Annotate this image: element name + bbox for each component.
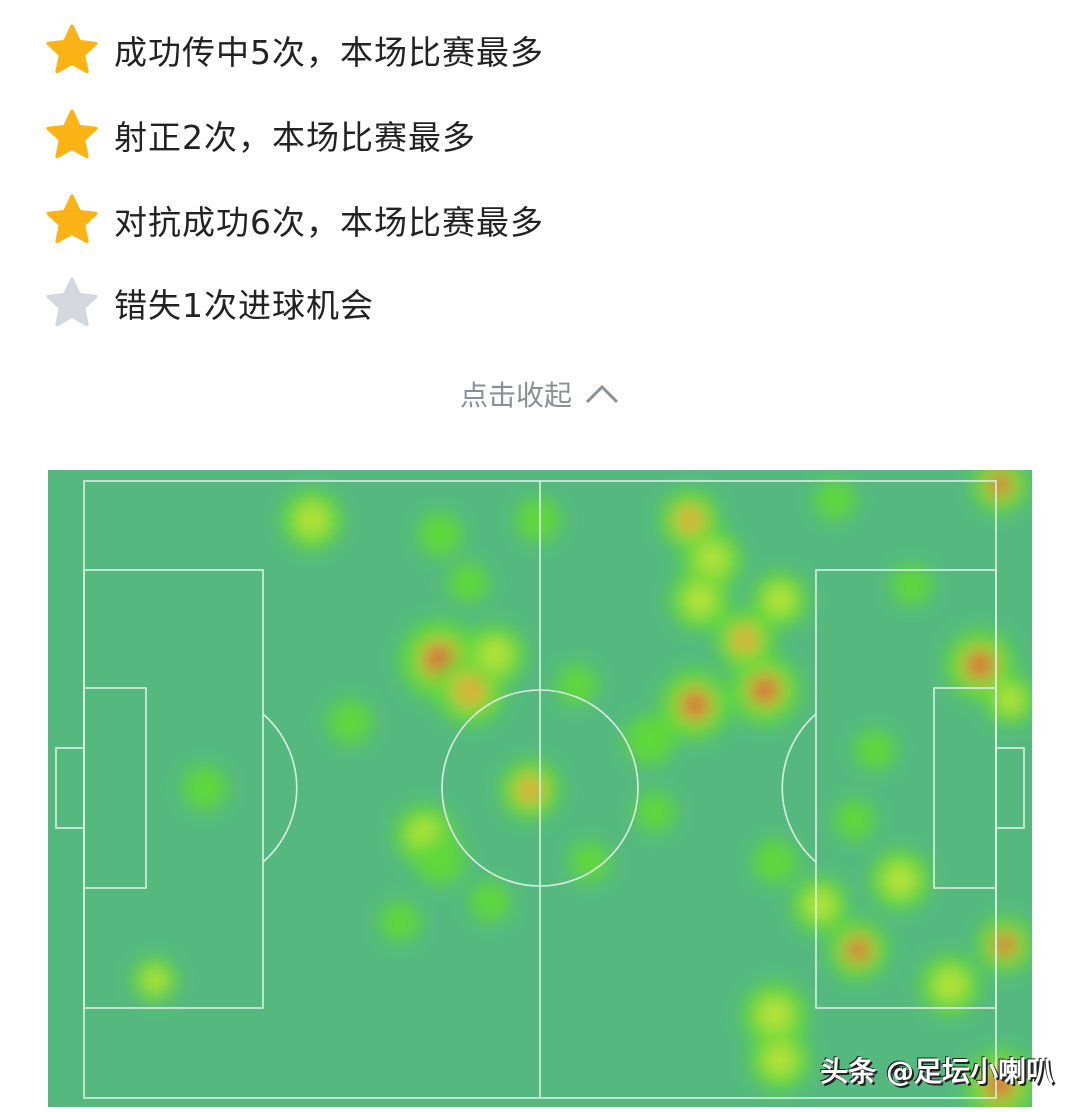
heat-spot: [625, 715, 675, 765]
highlight-row: 射正2次，本场比赛最多: [44, 105, 476, 165]
heat-spot: [815, 480, 855, 520]
heat-spot: [753, 840, 797, 884]
heat-spot: [751, 676, 779, 704]
heat-spot: [415, 835, 465, 885]
heat-spot: [695, 543, 729, 577]
heat-spot: [846, 938, 870, 962]
highlight-row: 对抗成功6次，本场比赛最多: [44, 190, 544, 250]
heat-spot: [804, 889, 836, 921]
heat-spot: [328, 700, 372, 744]
highlight-text: 成功传中5次，本场比赛最多: [114, 33, 544, 72]
heat-spot: [380, 902, 420, 942]
heat-spot: [570, 842, 610, 882]
heat-spot: [764, 584, 796, 616]
collapse-button[interactable]: 点击收起: [0, 374, 1080, 414]
heat-spot: [478, 638, 512, 672]
heat-spot: [855, 730, 895, 770]
heat-spot: [183, 766, 227, 810]
heat-spot: [966, 651, 994, 679]
heat-spot: [681, 691, 709, 719]
heat-spot: [470, 882, 510, 922]
highlight-text: 错失1次进球机会: [114, 286, 374, 325]
heat-spot: [295, 503, 329, 537]
right-goal: [995, 747, 1025, 829]
watermark: 头条 @足坛小喇叭: [820, 1055, 1054, 1088]
heat-spot: [989, 474, 1011, 496]
heat-spot: [142, 967, 168, 993]
heat-spot: [516, 776, 544, 804]
highlight-text: 对抗成功6次，本场比赛最多: [114, 203, 544, 242]
right-penalty-arc: [781, 713, 817, 863]
star-gold-icon: [46, 194, 98, 244]
heat-spot: [516, 498, 560, 542]
heat-spot: [835, 800, 875, 840]
highlight-row: 错失1次进球机会: [44, 273, 374, 333]
left-goal: [55, 747, 85, 829]
star-gold-icon: [46, 109, 98, 159]
left-penalty-arc: [262, 713, 298, 863]
heatmap-pitch: [48, 470, 1032, 1107]
heat-spot: [933, 968, 967, 1002]
heat-spot: [683, 583, 717, 617]
heat-spot: [986, 1071, 1014, 1099]
heat-spot: [883, 863, 917, 897]
highlight-text: 射正2次，本场比赛最多: [114, 118, 476, 157]
heat-spot: [731, 626, 759, 654]
center-circle: [441, 689, 639, 887]
heat-spot: [994, 934, 1016, 956]
heat-spot: [892, 565, 932, 605]
heat-spot: [635, 792, 675, 832]
collapse-label: 点击收起: [459, 379, 572, 412]
heat-spot: [757, 997, 793, 1033]
highlight-row: 成功传中5次，本场比赛最多: [44, 20, 544, 80]
pitch-lines: [55, 480, 1025, 1099]
star-gold-icon: [46, 24, 98, 74]
heat-spot: [454, 674, 486, 706]
star-gray-icon: [46, 277, 98, 327]
chevron-up-icon: [585, 384, 619, 404]
heat-layer: [133, 470, 1032, 1107]
heat-spot: [763, 1043, 797, 1077]
heat-spot: [676, 506, 704, 534]
heat-spot: [557, 665, 597, 705]
heat-spot: [996, 686, 1024, 714]
heat-spot: [448, 563, 488, 603]
heat-spot: [418, 513, 462, 557]
